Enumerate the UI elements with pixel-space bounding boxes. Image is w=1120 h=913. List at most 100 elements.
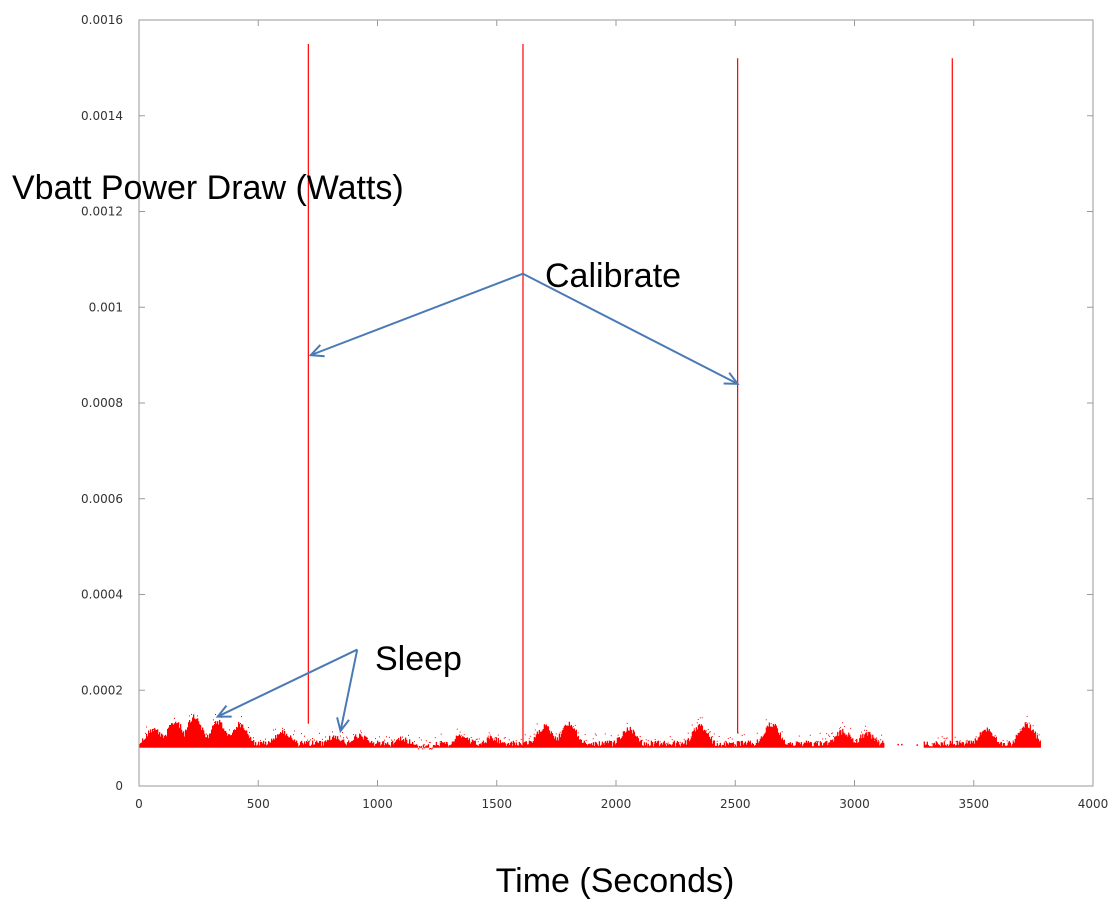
scatter-column <box>191 721 193 748</box>
scatter-column <box>509 742 512 748</box>
scatter-column <box>596 744 599 748</box>
scatter-column <box>275 735 277 748</box>
scatter-column <box>1019 731 1021 748</box>
scatter-column <box>609 741 612 748</box>
scatter-column <box>357 738 359 748</box>
scatter-column <box>656 741 659 748</box>
scatter-column <box>322 741 324 748</box>
scatter-column <box>200 725 202 748</box>
scatter-column <box>411 743 413 748</box>
scatter-column <box>698 723 701 748</box>
scatter-column <box>467 740 470 748</box>
scatter-column <box>340 741 342 748</box>
scatter-column <box>247 733 249 748</box>
scatter-column <box>313 744 315 748</box>
scatter-column <box>928 746 930 748</box>
scatter-column <box>981 731 983 748</box>
scatter-column <box>542 728 545 748</box>
scatter-point <box>174 717 175 719</box>
scatter-column <box>287 736 289 748</box>
scatter-column <box>774 723 777 748</box>
scatter-column <box>403 738 405 748</box>
scatter-point <box>428 741 430 743</box>
scatter-column <box>997 741 999 748</box>
scatter-column <box>833 741 835 748</box>
scatter-column <box>444 744 447 748</box>
scatter-column <box>681 742 684 748</box>
scatter-point <box>842 722 844 724</box>
scatter-column <box>768 722 771 748</box>
scatter-column <box>227 735 229 748</box>
scatter-point <box>881 734 883 736</box>
x-tick-label: 3000 <box>839 797 870 811</box>
scatter-column <box>429 748 432 750</box>
scatter-column <box>177 722 179 748</box>
scatter-column <box>363 739 365 748</box>
scatter-column <box>413 744 415 748</box>
scatter-point <box>665 742 667 744</box>
scatter-column <box>956 740 958 748</box>
scatter-column <box>263 740 265 748</box>
scatter-column <box>235 729 237 748</box>
scatter-point <box>307 739 308 741</box>
scatter-column <box>696 729 699 748</box>
scatter-column <box>211 729 213 748</box>
scatter-column <box>754 745 757 748</box>
scatter-column <box>862 733 864 748</box>
scatter-column <box>946 744 948 748</box>
scatter-column <box>703 729 706 748</box>
scatter-column <box>587 743 590 748</box>
scatter-column <box>496 742 499 748</box>
scatter-column <box>513 742 516 748</box>
scatter-column <box>579 739 582 748</box>
scatter-column <box>546 726 549 748</box>
scatter-point <box>511 743 513 745</box>
scatter-column <box>957 744 959 748</box>
scatter-column <box>843 732 845 748</box>
scatter-column <box>312 740 314 748</box>
scatter-column <box>679 746 682 748</box>
scatter-column <box>672 741 675 748</box>
scatter-column <box>857 743 859 748</box>
scatter-column <box>475 744 478 748</box>
arrow-head <box>336 717 350 734</box>
x-tick-label: 500 <box>247 797 270 811</box>
scatter-column <box>763 734 766 748</box>
scatter-column <box>302 743 304 748</box>
scatter-column <box>632 729 635 748</box>
scatter-column <box>284 730 286 748</box>
scatter-column <box>971 742 973 748</box>
scatter-point <box>322 738 323 740</box>
scatter-point <box>453 741 455 743</box>
scatter-column <box>455 735 458 748</box>
scatter-column <box>427 744 430 748</box>
scatter-point <box>394 739 395 741</box>
scatter-point <box>282 727 283 729</box>
baseline-segment <box>434 717 823 748</box>
scatter-column <box>571 727 574 748</box>
scatter-column <box>554 736 557 748</box>
scatter-column <box>503 742 506 748</box>
scatter-column <box>497 737 500 748</box>
scatter-column <box>759 738 762 748</box>
scatter-column <box>1023 727 1025 748</box>
scatter-column <box>1028 728 1030 748</box>
scatter-column <box>213 725 215 748</box>
scatter-column <box>272 740 274 748</box>
scatter-point <box>861 731 863 733</box>
scatter-point <box>476 738 478 740</box>
scatter-column <box>969 744 971 748</box>
scatter-column <box>685 744 688 748</box>
scatter-point <box>667 742 669 744</box>
scatter-point <box>213 719 214 721</box>
scatter-column <box>1014 739 1016 748</box>
scatter-column <box>578 739 581 748</box>
scatter-column <box>757 742 760 748</box>
scatter-column <box>152 728 154 748</box>
scatter-point <box>864 729 866 731</box>
scatter-column <box>464 737 467 748</box>
scatter-column <box>770 726 773 748</box>
scatter-column <box>793 745 796 748</box>
scatter-column <box>402 740 404 748</box>
scatter-point <box>146 726 147 728</box>
